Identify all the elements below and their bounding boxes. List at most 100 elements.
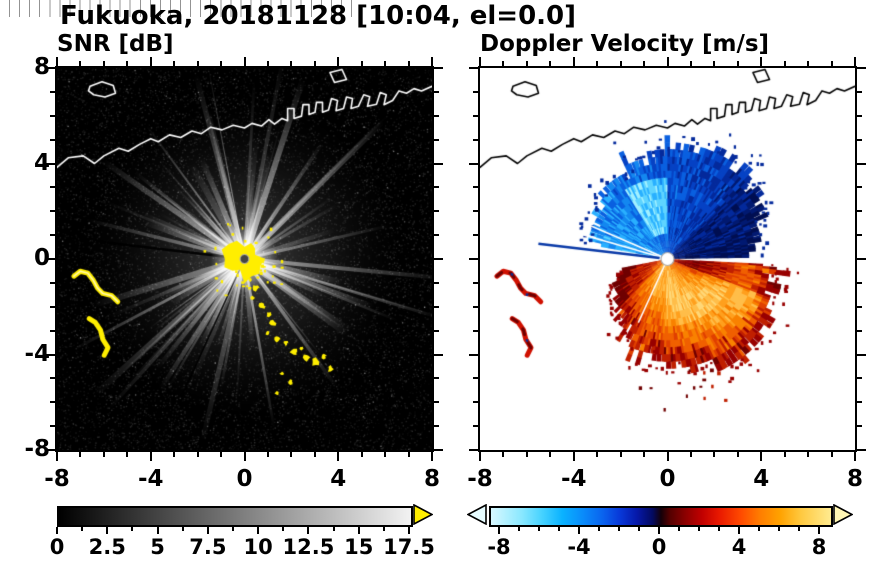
x-axis-tick — [830, 452, 833, 457]
y-axis-tick — [857, 138, 862, 141]
x-axis-tick — [243, 452, 246, 461]
x-axis-tick — [479, 452, 481, 461]
y-tick-label: -4 — [24, 340, 50, 367]
vel-colorbar-tick — [518, 527, 520, 531]
x-axis-tick — [290, 452, 293, 457]
vel-colorbar-under-arrow — [467, 504, 487, 525]
vel-colorbar-tick — [538, 527, 540, 531]
y-axis-tick — [50, 210, 55, 213]
x-axis-tick — [79, 452, 82, 457]
x-axis-tick — [337, 452, 340, 461]
x-axis-tick — [736, 61, 739, 66]
y-axis-tick — [434, 138, 439, 141]
y-tick-label: 4 — [33, 149, 50, 176]
x-tick-label: 4 — [753, 466, 770, 492]
y-axis-tick — [50, 305, 55, 308]
y-axis-tick — [857, 401, 862, 404]
x-axis-tick — [290, 61, 293, 66]
snr-colorbar-tick — [156, 527, 159, 534]
snr-colorbar-tick — [357, 527, 360, 534]
y-axis-tick — [857, 425, 862, 428]
y-axis-tick — [434, 425, 439, 428]
y-axis-tick — [50, 281, 55, 284]
x-axis-tick — [596, 61, 599, 66]
snr-colorbar-label: 12.5 — [282, 535, 335, 559]
x-axis-tick — [360, 452, 363, 457]
y-axis-tick — [434, 186, 439, 189]
x-tick-label: -4 — [137, 466, 164, 492]
x-axis-tick — [313, 61, 316, 66]
x-tick-label: 8 — [423, 466, 440, 492]
y-axis-tick — [473, 90, 478, 93]
x-tick-label: 8 — [846, 466, 863, 492]
x-axis-tick — [666, 57, 669, 66]
y-axis-tick — [473, 210, 478, 213]
snr-colorbar — [57, 506, 413, 527]
y-axis-tick — [434, 281, 439, 284]
x-axis-tick — [126, 61, 129, 66]
x-axis-tick — [149, 452, 152, 461]
x-axis-tick — [56, 57, 58, 66]
y-tick-label: -8 — [24, 436, 50, 462]
y-axis-tick — [50, 425, 55, 428]
y-axis-tick — [469, 353, 478, 356]
y-axis-tick — [46, 449, 55, 451]
x-axis-tick — [220, 452, 223, 457]
x-tick-label: 0 — [659, 466, 676, 492]
x-axis-tick — [173, 452, 176, 457]
y-axis-tick — [857, 449, 866, 451]
x-tick-label: -4 — [560, 466, 587, 492]
x-axis-tick — [783, 452, 786, 457]
y-axis-tick — [46, 258, 55, 260]
x-axis-tick — [689, 452, 692, 457]
vel-colorbar-tick — [818, 527, 820, 534]
y-axis-tick — [473, 138, 478, 141]
y-axis-tick — [46, 162, 55, 165]
x-axis-tick — [689, 61, 692, 66]
vel-colorbar-label: 8 — [811, 535, 827, 559]
y-axis-tick — [50, 377, 55, 380]
y-axis-tick — [434, 114, 439, 117]
x-axis-tick — [572, 57, 575, 66]
x-axis-tick — [149, 57, 152, 66]
x-axis-tick — [619, 61, 622, 66]
x-axis-tick — [643, 61, 646, 66]
y-axis-tick — [469, 162, 478, 165]
x-axis-tick — [713, 452, 716, 457]
x-tick-label: -8 — [467, 466, 493, 492]
x-axis-tick — [854, 57, 856, 66]
vel-colorbar-tick — [638, 527, 640, 531]
snr-colorbar-label: 17.5 — [383, 535, 435, 559]
vel-colorbar — [489, 506, 833, 527]
y-axis-tick — [857, 210, 862, 213]
vel-colorbar-tick — [758, 527, 760, 531]
vel-colorbar-label: 4 — [731, 535, 747, 559]
snr-radar-image — [57, 68, 432, 450]
snr-colorbar-tick — [56, 527, 58, 534]
vel-colorbar-tick — [718, 527, 720, 531]
snr-colorbar-tick — [131, 527, 134, 531]
x-axis-tick — [854, 452, 856, 461]
y-axis-tick — [857, 186, 862, 189]
y-axis-tick — [434, 329, 439, 332]
x-axis-tick — [384, 452, 387, 457]
y-axis-tick — [434, 305, 439, 308]
x-axis-tick — [807, 452, 810, 457]
y-axis-tick — [473, 329, 478, 332]
vel-colorbar-tick — [558, 527, 560, 531]
y-axis-tick — [857, 67, 866, 69]
y-axis-tick — [434, 377, 439, 380]
vel-colorbar-tick — [698, 527, 700, 531]
y-axis-tick — [434, 353, 443, 356]
x-axis-tick — [572, 452, 575, 461]
vel-colorbar-tick — [498, 527, 500, 534]
y-axis-tick — [434, 67, 443, 69]
x-axis-tick — [502, 452, 505, 457]
snr-colorbar-label: 2.5 — [88, 535, 126, 559]
y-axis-tick — [50, 114, 55, 117]
y-axis-tick — [434, 210, 439, 213]
x-axis-tick — [736, 452, 739, 457]
vel-colorbar-label: 0 — [651, 535, 667, 559]
x-axis-tick — [196, 61, 199, 66]
